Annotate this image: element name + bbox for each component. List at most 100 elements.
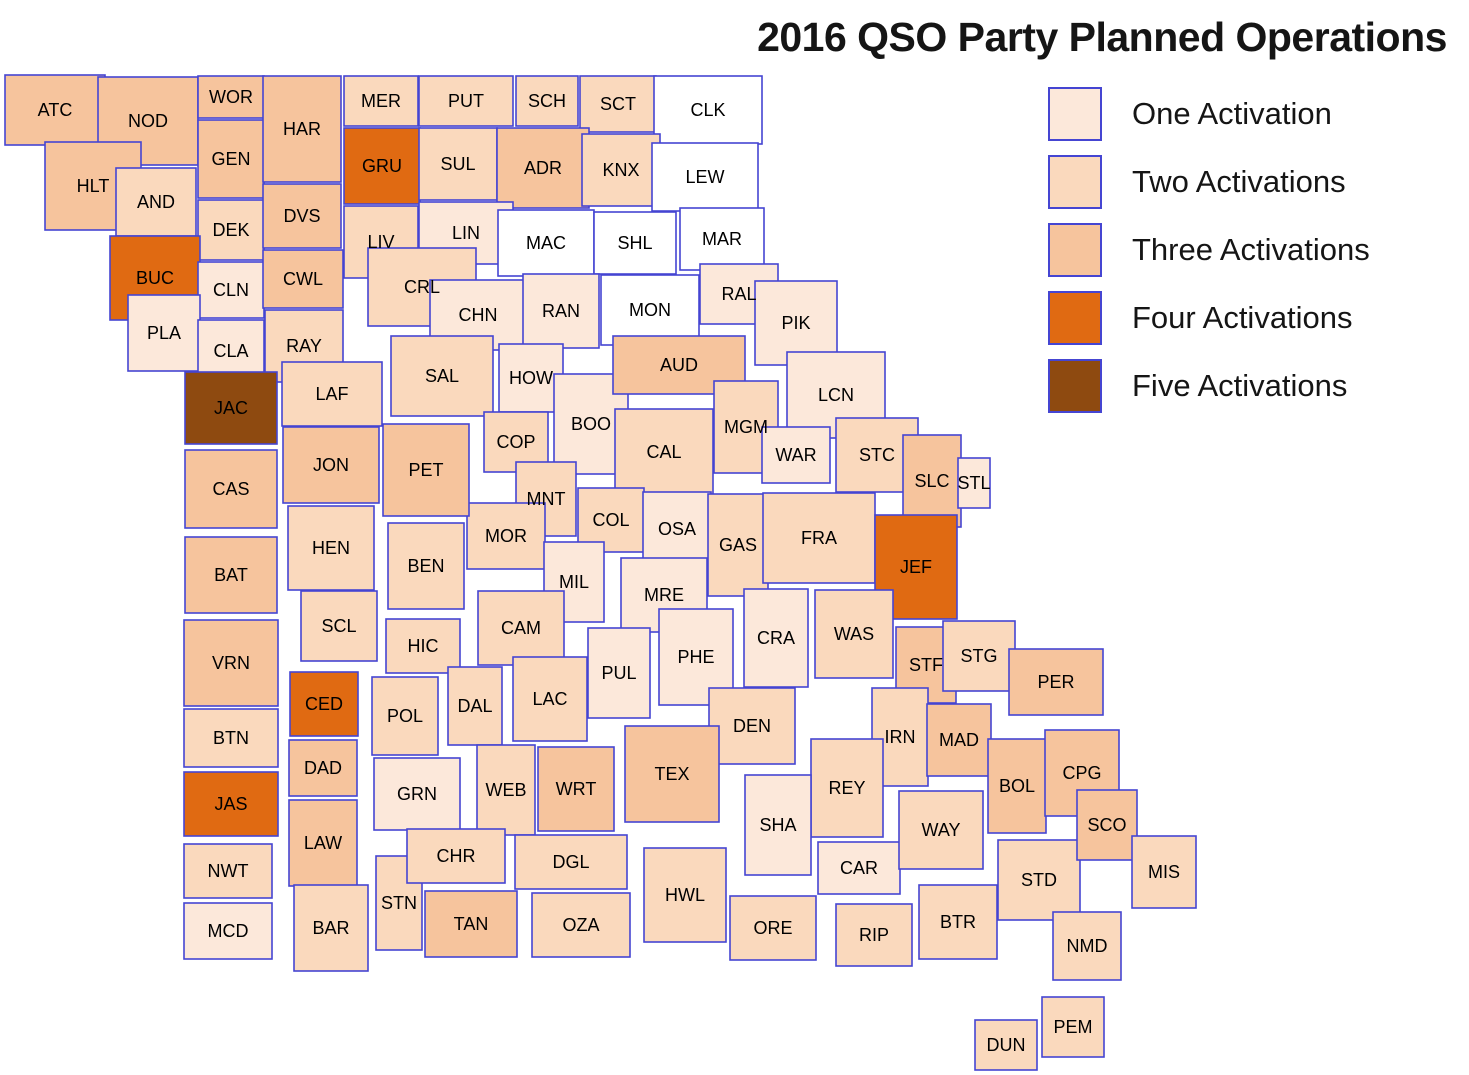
legend-item-three: Three Activations	[1048, 223, 1370, 277]
county-DAD	[288, 739, 358, 797]
county-LAC	[512, 656, 588, 742]
county-label-BOL: BOL	[999, 776, 1035, 796]
county-label-RAL: RAL	[721, 284, 756, 304]
county-label-TAN: TAN	[454, 914, 489, 934]
county-label-IRN: IRN	[885, 727, 916, 747]
county-label-STF: STF	[909, 655, 943, 675]
county-label-VRN: VRN	[212, 653, 250, 673]
county-HIC	[385, 618, 461, 674]
county-label-BAT: BAT	[214, 565, 248, 585]
county-JON	[282, 426, 380, 504]
county-GRU	[343, 127, 421, 205]
county-DEK	[197, 199, 265, 261]
county-BAR	[293, 884, 369, 972]
county-label-HOW: HOW	[509, 368, 553, 388]
county-label-SLC: SLC	[914, 471, 949, 491]
county-label-HEN: HEN	[312, 538, 350, 558]
county-PIK	[754, 280, 838, 366]
county-label-PUT: PUT	[448, 91, 484, 111]
county-JAC	[184, 371, 278, 445]
county-CHR	[406, 828, 506, 884]
county-label-GRN: GRN	[397, 784, 437, 804]
county-HWL	[643, 847, 727, 943]
county-CRA	[743, 588, 809, 688]
county-TAN	[424, 890, 518, 958]
county-label-SCT: SCT	[600, 94, 636, 114]
county-label-WRT: WRT	[556, 779, 597, 799]
county-label-SCL: SCL	[321, 616, 356, 636]
county-label-BEN: BEN	[407, 556, 444, 576]
county-label-ADR: ADR	[524, 158, 562, 178]
legend-item-four: Four Activations	[1048, 291, 1353, 345]
county-HAR	[262, 75, 342, 183]
county-label-NOD: NOD	[128, 111, 168, 131]
legend-label-three-activations: Three Activations	[1132, 232, 1370, 267]
county-label-DEN: DEN	[733, 716, 771, 736]
county-label-LAF: LAF	[315, 384, 348, 404]
county-label-HIC: HIC	[408, 636, 439, 656]
county-label-RAY: RAY	[286, 336, 322, 356]
county-label-CWL: CWL	[283, 269, 323, 289]
county-label-MAR: MAR	[702, 229, 742, 249]
county-label-MGM: MGM	[724, 417, 768, 437]
county-label-BTN: BTN	[213, 728, 249, 748]
county-label-BAR: BAR	[312, 918, 349, 938]
county-label-CED: CED	[305, 694, 343, 714]
legend-swatch-one-activation	[1048, 87, 1102, 141]
county-label-CLK: CLK	[690, 100, 725, 120]
county-label-CAS: CAS	[212, 479, 249, 499]
legend-label-one-activation: One Activation	[1132, 96, 1332, 131]
county-label-NMD: NMD	[1067, 936, 1108, 956]
county-label-SHL: SHL	[617, 233, 652, 253]
county-label-BOO: BOO	[571, 414, 611, 434]
county-label-LIV: LIV	[367, 232, 394, 252]
legend-label-five-activations: Five Activations	[1132, 368, 1348, 403]
county-label-MNT: MNT	[527, 489, 566, 509]
county-MAD	[926, 703, 992, 777]
county-label-KNX: KNX	[602, 160, 639, 180]
county-label-CPG: CPG	[1062, 763, 1101, 783]
county-MIS	[1131, 835, 1197, 909]
county-label-TEX: TEX	[654, 764, 689, 784]
county-FRA	[762, 492, 876, 584]
county-WEB	[476, 744, 536, 836]
county-CWL	[262, 249, 344, 309]
county-PLA	[127, 294, 201, 372]
county-label-REY: REY	[828, 778, 865, 798]
county-LAW	[288, 799, 358, 887]
county-label-MCD: MCD	[208, 921, 249, 941]
county-label-STC: STC	[859, 445, 895, 465]
county-PET	[382, 423, 470, 517]
county-label-JON: JON	[313, 455, 349, 475]
county-WAS	[814, 589, 894, 679]
county-ATC	[4, 74, 106, 146]
county-BOL	[987, 738, 1047, 834]
county-CAM	[477, 590, 565, 666]
county-label-LEW: LEW	[685, 167, 724, 187]
county-MAR	[679, 207, 765, 271]
county-SCT	[579, 75, 657, 133]
county-label-CHN: CHN	[459, 305, 498, 325]
county-label-SUL: SUL	[440, 154, 475, 174]
county-DUN	[974, 1019, 1038, 1071]
county-STL	[957, 457, 991, 509]
county-label-AUD: AUD	[660, 355, 698, 375]
county-label-BUC: BUC	[136, 268, 174, 288]
county-SCH	[515, 75, 579, 127]
county-REY	[810, 738, 884, 838]
county-label-WAS: WAS	[834, 624, 874, 644]
county-HEN	[287, 505, 375, 591]
county-label-LCN: LCN	[818, 385, 854, 405]
county-SAL	[390, 335, 494, 417]
county-label-SCO: SCO	[1087, 815, 1126, 835]
county-label-COL: COL	[592, 510, 629, 530]
county-RAN	[522, 273, 600, 349]
county-WAR	[761, 426, 831, 484]
county-label-RAN: RAN	[542, 301, 580, 321]
county-label-MER: MER	[361, 91, 401, 111]
county-DEN	[708, 687, 796, 765]
county-label-GAS: GAS	[719, 535, 757, 555]
county-label-CHR: CHR	[437, 846, 476, 866]
page-title: 2016 QSO Party Planned Operations	[757, 14, 1447, 60]
county-label-PET: PET	[408, 460, 443, 480]
